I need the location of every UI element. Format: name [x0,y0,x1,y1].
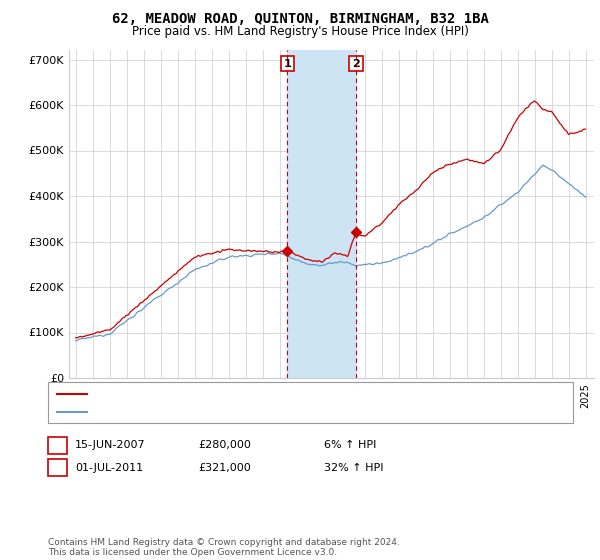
Text: 32% ↑ HPI: 32% ↑ HPI [324,463,383,473]
Text: £280,000: £280,000 [198,440,251,450]
Text: 2: 2 [54,463,61,473]
Text: £321,000: £321,000 [198,463,251,473]
Text: Contains HM Land Registry data © Crown copyright and database right 2024.
This d: Contains HM Land Registry data © Crown c… [48,538,400,557]
Bar [287,50,356,378]
Text: Price paid vs. HM Land Registry's House Price Index (HPI): Price paid vs. HM Land Registry's House … [131,25,469,38]
Text: HPI: Average price, detached house, Birmingham: HPI: Average price, detached house, Birm… [93,407,338,417]
Text: 62, MEADOW ROAD, QUINTON, BIRMINGHAM, B32 1BA (detached house): 62, MEADOW ROAD, QUINTON, BIRMINGHAM, B3… [93,389,457,399]
Text: 1: 1 [283,59,291,68]
Text: 15-JUN-2007: 15-JUN-2007 [75,440,146,450]
Text: 1: 1 [54,440,61,450]
Text: 62, MEADOW ROAD, QUINTON, BIRMINGHAM, B32 1BA: 62, MEADOW ROAD, QUINTON, BIRMINGHAM, B3… [112,12,488,26]
Text: 6% ↑ HPI: 6% ↑ HPI [324,440,376,450]
Text: 01-JUL-2011: 01-JUL-2011 [75,463,143,473]
Text: 2: 2 [352,59,360,68]
